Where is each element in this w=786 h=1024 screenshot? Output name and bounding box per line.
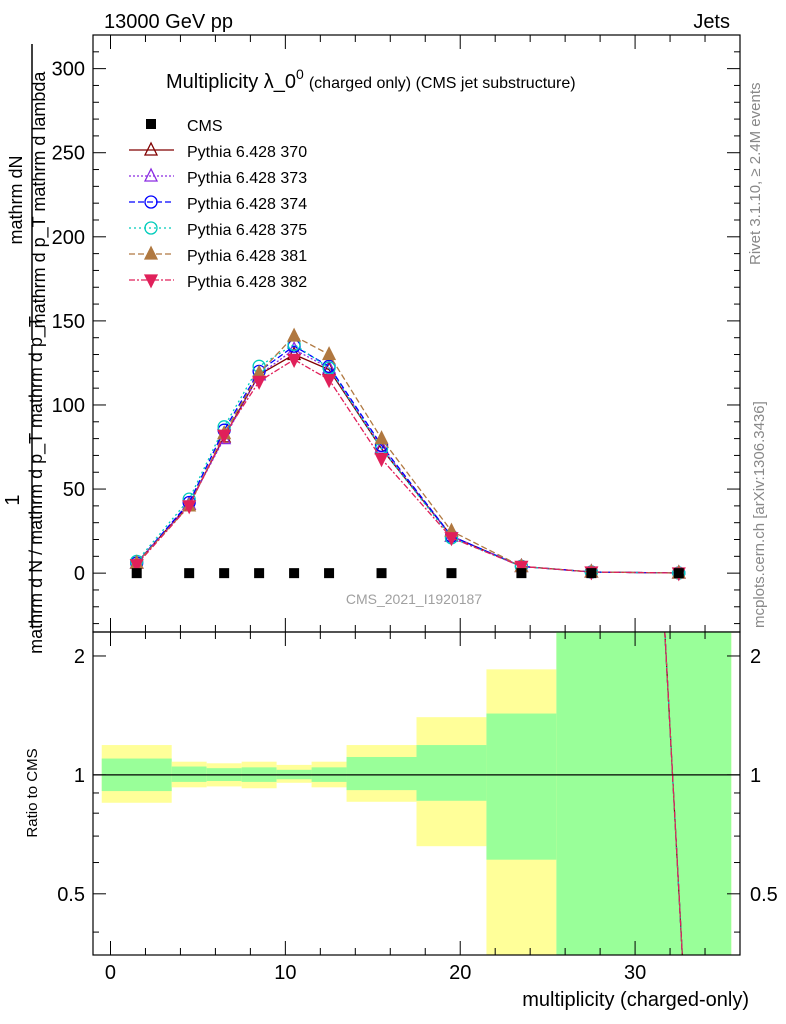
cms-point-3: [254, 568, 265, 579]
ratio-band-inner-9: [556, 632, 732, 955]
mcplots-label: mcplots.cern.ch [arXiv:1306.3436]: [751, 401, 768, 628]
chart-title-sup: 0: [296, 66, 304, 82]
series-5-point-2: [217, 429, 232, 444]
legend-marker-2: [144, 195, 158, 209]
main-ylabel: 1 mathrm dN mathrm d p_T mathrm d lambda…: [2, 44, 50, 654]
ratio-frame: [92, 631, 741, 956]
cms-point-0: [131, 568, 142, 579]
legend-marker-3: [144, 221, 158, 235]
series-line-2: [136, 345, 679, 574]
ratio-ytick-label-right-0.5: 0.5: [750, 884, 778, 906]
main-ytick-label-100: 100: [52, 395, 85, 417]
legend-label-374: Pythia 6.428 374: [187, 196, 307, 213]
main-ticks-layer: 0 50 100 150 200 250 300: [52, 34, 740, 632]
chart-title-main: Multiplicity λ_0: [166, 71, 296, 93]
series-line-1: [136, 348, 679, 574]
legend-marker-cms: [146, 119, 156, 129]
series-5-point-3: [252, 375, 267, 390]
legend: CMS Pythia 6.428 370 Pythia 6.428 373 Py…: [129, 118, 307, 291]
series-4-point-5: [322, 346, 337, 361]
ratio-band-inner-7: [416, 745, 487, 801]
ratio-ytick-label-left-1: 1: [74, 765, 85, 787]
series-line-4: [136, 335, 679, 574]
legend-marker-1: [143, 167, 159, 182]
series-5-point-7: [444, 532, 459, 547]
cms-point-8: [516, 568, 527, 579]
ratio-ytick-label-left-2: 2: [74, 646, 85, 668]
legend-label-370: Pythia 6.428 370: [187, 144, 307, 161]
header-left: 13000 GeV pp: [104, 11, 233, 33]
series-5-point-5: [322, 374, 337, 389]
ratio-xtick-label-0: 0: [105, 962, 116, 984]
ratio-ylabel: Ratio to CMS: [24, 748, 41, 837]
ratio-band-inner-6: [346, 756, 417, 791]
ylabel-denom: mathrm d p_T mathrm d lambda: [29, 71, 50, 329]
series-1-point-5: [322, 359, 337, 374]
series-5-point-6: [374, 453, 389, 468]
ratio-marks-layer: [93, 631, 740, 956]
main-ytick-label-200: 200: [52, 227, 85, 249]
legend-marker-0: [143, 141, 159, 156]
ratio-ytick-label-right-1: 1: [750, 765, 761, 787]
series-5-point-4: [287, 353, 302, 369]
legend-marker-5: [143, 274, 159, 289]
legend-label-373: Pythia 6.428 373: [187, 170, 307, 187]
legend-label-382: Pythia 6.428 382: [187, 274, 307, 291]
series-line-0: [136, 353, 679, 574]
ratio-xtick-label-10: 10: [274, 962, 296, 984]
legend-label-375: Pythia 6.428 375: [187, 222, 307, 239]
cms-point-2: [219, 568, 230, 579]
legend-marker-4: [143, 245, 159, 260]
ratio-band-inner-8: [486, 713, 557, 860]
main-ytick-label-0: 0: [74, 563, 85, 585]
rivet-label: Rivet 3.1.10, ≥ 2.4M events: [747, 83, 764, 266]
ratio-ticks-layer: 0 10 20 30 0.5 0.5 1 1 2 2: [57, 632, 778, 984]
cms-point-4: [289, 568, 300, 579]
series-line-5: [136, 358, 679, 574]
cms-point-9: [586, 568, 597, 579]
cms-point-5: [324, 568, 335, 579]
main-ytick-label-300: 300: [52, 59, 85, 81]
ylabel-dn: mathrm dN: [6, 155, 26, 244]
ratio-xtick-label-30: 30: [624, 962, 646, 984]
watermark: CMS_2021_I1920187: [346, 591, 482, 607]
main-ytick-label-150: 150: [52, 311, 85, 333]
chart-title-suffix: (charged only) (CMS jet substructure): [309, 75, 576, 92]
header-right: Jets: [693, 11, 730, 33]
series-line-3: [136, 343, 679, 574]
ratio-xlabel: multiplicity (charged-only): [522, 989, 749, 1011]
main-ytick-label-50: 50: [63, 479, 85, 501]
cms-point-7: [446, 568, 457, 579]
series-4-point-4: [287, 327, 302, 342]
series-3-point-5: [322, 361, 336, 375]
cms-point-10: [673, 568, 684, 579]
cms-point-6: [376, 568, 387, 579]
legend-label-cms: CMS: [187, 118, 223, 135]
cms-point-1: [184, 568, 195, 579]
ratio-xtick-label-20: 20: [449, 962, 471, 984]
ratio-ytick-label-left-0.5: 0.5: [57, 884, 85, 906]
main-marks-layer: [129, 327, 686, 582]
ylabel-one: 1: [2, 494, 24, 505]
ratio-band-inner-1: [171, 766, 207, 782]
ylabel-bottom: mathrm d N / mathrm d p_T mathrm d p_T: [26, 316, 47, 654]
ratio-series-line-5: [664, 631, 683, 956]
chart-title: Multiplicity λ_00 (charged only) (CMS jet…: [166, 66, 576, 93]
legend-label-381: Pythia 6.428 381: [187, 248, 307, 265]
legend-items: [129, 119, 174, 289]
ratio-panel: 0 10 20 30 0.5 0.5 1 1 2 2 Ratio to CMS multiplic…: [24, 631, 778, 1011]
series-5-point-0: [129, 559, 144, 574]
series-5-point-8: [514, 560, 529, 575]
main-ytick-label-250: 250: [52, 143, 85, 165]
series-5-point-1: [182, 500, 197, 515]
series-4-point-6: [374, 430, 389, 445]
ratio-ytick-label-right-2: 2: [750, 646, 761, 668]
series-1-point-6: [374, 438, 389, 453]
